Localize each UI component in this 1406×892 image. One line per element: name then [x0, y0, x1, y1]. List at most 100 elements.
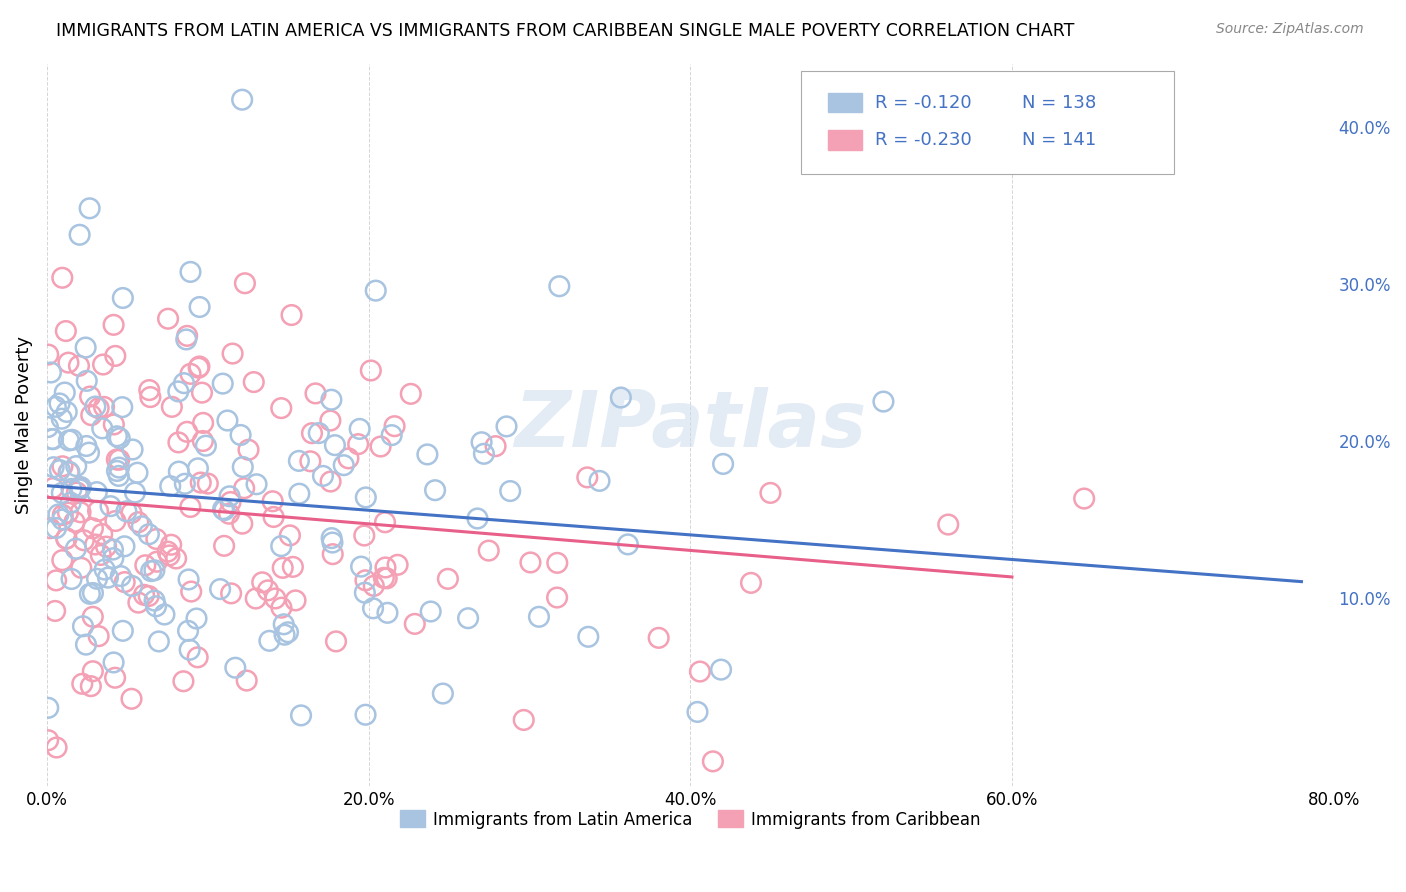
Immigrants from Latin America — [69, 480, 91, 494]
Immigrants from Caribbean — [262, 494, 284, 508]
Immigrants from Latin America — [270, 539, 292, 553]
Immigrants from Latin America — [177, 624, 200, 638]
Immigrants from Caribbean — [221, 346, 243, 360]
Immigrants from Caribbean — [235, 673, 257, 688]
Immigrants from Latin America — [323, 438, 346, 452]
Immigrants from Latin America — [75, 638, 97, 652]
Immigrants from Caribbean — [39, 521, 62, 535]
Immigrants from Latin America — [84, 400, 107, 414]
Immigrants from Caribbean — [80, 408, 103, 422]
Immigrants from Latin America — [141, 564, 163, 578]
Immigrants from Caribbean — [370, 440, 392, 454]
Immigrants from Latin America — [290, 708, 312, 723]
Immigrants from Caribbean — [63, 515, 86, 529]
Immigrants from Latin America — [75, 439, 97, 453]
Immigrants from Caribbean — [347, 437, 370, 451]
Immigrants from Latin America — [432, 687, 454, 701]
Immigrants from Latin America — [108, 460, 131, 475]
Immigrants from Caribbean — [689, 665, 711, 679]
Immigrants from Latin America — [167, 384, 190, 399]
Immigrants from Caribbean — [647, 631, 669, 645]
Immigrants from Caribbean — [740, 575, 762, 590]
Immigrants from Latin America — [148, 634, 170, 648]
Immigrants from Caribbean — [233, 277, 256, 291]
Immigrants from Caribbean — [301, 426, 323, 441]
Immigrants from Caribbean — [121, 506, 143, 520]
Immigrants from Caribbean — [384, 419, 406, 434]
Immigrants from Latin America — [82, 586, 104, 600]
Immigrants from Latin America — [42, 432, 65, 446]
Immigrants from Latin America — [51, 512, 73, 526]
Immigrants from Caribbean — [82, 664, 104, 678]
Immigrants from Latin America — [174, 333, 197, 347]
Immigrants from Caribbean — [108, 452, 131, 467]
Immigrants from Latin America — [209, 582, 232, 596]
Immigrants from Latin America — [588, 474, 610, 488]
Immigrants from Caribbean — [546, 556, 568, 570]
Immigrants from Latin America — [711, 457, 734, 471]
Immigrants from Caribbean — [360, 363, 382, 377]
Immigrants from Caribbean — [138, 383, 160, 397]
Immigrants from Latin America — [188, 300, 211, 314]
Immigrants from Caribbean — [66, 485, 89, 500]
Immigrants from Latin America — [173, 376, 195, 391]
Immigrants from Caribbean — [55, 532, 77, 546]
Immigrants from Latin America — [93, 563, 115, 577]
Immigrants from Latin America — [45, 400, 67, 414]
Immigrants from Latin America — [354, 491, 377, 505]
Immigrants from Caribbean — [69, 505, 91, 519]
Immigrants from Latin America — [186, 611, 208, 625]
Immigrants from Caribbean — [55, 532, 77, 546]
Immigrants from Caribbean — [139, 390, 162, 404]
Immigrants from Caribbean — [404, 616, 426, 631]
Immigrants from Latin America — [48, 396, 70, 410]
Immigrants from Latin America — [79, 587, 101, 601]
Immigrants from Caribbean — [180, 367, 202, 381]
Immigrants from Caribbean — [37, 733, 59, 747]
Immigrants from Caribbean — [264, 591, 287, 606]
Immigrants from Caribbean — [91, 527, 114, 541]
Immigrants from Caribbean — [159, 549, 181, 563]
Immigrants from Latin America — [111, 400, 134, 414]
Immigrants from Caribbean — [103, 417, 125, 432]
Immigrants from Caribbean — [484, 439, 506, 453]
Immigrants from Latin America — [79, 202, 101, 216]
Immigrants from Latin America — [471, 435, 494, 450]
Immigrants from Caribbean — [325, 634, 347, 648]
Immigrants from Caribbean — [387, 558, 409, 572]
Immigrants from Caribbean — [45, 740, 67, 755]
Immigrants from Latin America — [145, 599, 167, 614]
Immigrants from Latin America — [69, 483, 91, 497]
Immigrants from Caribbean — [156, 544, 179, 558]
Immigrants from Caribbean — [87, 504, 110, 518]
Immigrants from Latin America — [457, 611, 479, 625]
Immigrants from Latin America — [86, 485, 108, 500]
Immigrants from Caribbean — [80, 679, 103, 693]
Immigrants from Caribbean — [363, 579, 385, 593]
Immigrants from Latin America — [100, 499, 122, 513]
Immigrants from Latin America — [610, 391, 633, 405]
Immigrants from Caribbean — [271, 561, 294, 575]
Immigrants from Caribbean — [87, 401, 110, 416]
Immigrants from Caribbean — [245, 591, 267, 606]
Immigrants from Latin America — [288, 486, 311, 500]
Text: R = -0.120: R = -0.120 — [875, 94, 972, 112]
Immigrants from Latin America — [105, 464, 128, 478]
Immigrants from Latin America — [321, 535, 343, 549]
Immigrants from Latin America — [114, 539, 136, 553]
Immigrants from Caribbean — [55, 324, 77, 338]
Immigrants from Latin America — [37, 420, 59, 434]
Immigrants from Latin America — [419, 605, 441, 619]
Immigrants from Latin America — [65, 459, 87, 474]
Immigrants from Caribbean — [121, 691, 143, 706]
Immigrants from Caribbean — [519, 556, 541, 570]
Immigrants from Latin America — [42, 460, 65, 475]
Immigrants from Latin America — [77, 445, 100, 459]
Immigrants from Latin America — [143, 593, 166, 607]
Immigrants from Latin America — [143, 563, 166, 577]
Immigrants from Latin America — [312, 469, 335, 483]
Immigrants from Latin America — [60, 482, 83, 496]
Immigrants from Latin America — [58, 465, 80, 479]
Immigrants from Caribbean — [180, 584, 202, 599]
Immigrants from Caribbean — [104, 671, 127, 685]
